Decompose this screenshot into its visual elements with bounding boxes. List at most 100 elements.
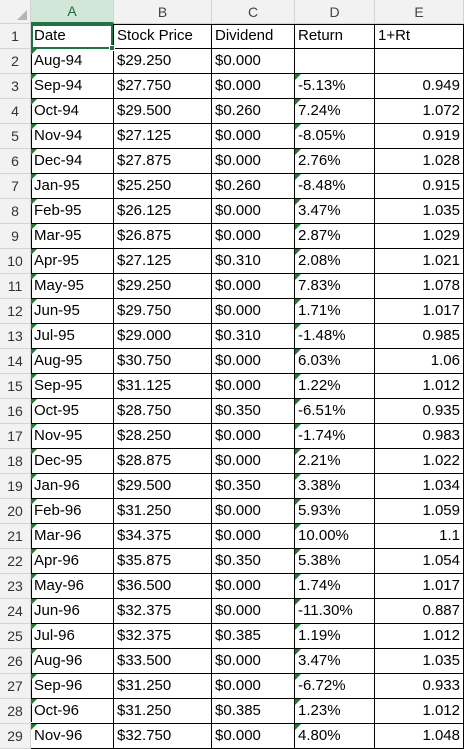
stock-price-cell[interactable]: $27.125	[114, 249, 212, 274]
return-cell[interactable]: 2.76%	[295, 149, 375, 174]
stock-price-cell[interactable]: $26.125	[114, 199, 212, 224]
date-cell[interactable]: Jun-95	[31, 299, 114, 324]
row-header[interactable]: 23	[0, 574, 31, 599]
row-header[interactable]: 18	[0, 449, 31, 474]
header-date-cell[interactable]: Date	[31, 24, 114, 49]
row-header[interactable]: 11	[0, 274, 31, 299]
stock-price-cell[interactable]: $29.250	[114, 274, 212, 299]
row-header[interactable]: 1	[0, 24, 31, 49]
header-return-cell[interactable]: Return	[295, 24, 375, 49]
stock-price-cell[interactable]: $28.250	[114, 424, 212, 449]
row-header[interactable]: 20	[0, 499, 31, 524]
dividend-cell[interactable]: $0.000	[212, 199, 295, 224]
stock-price-cell[interactable]: $33.500	[114, 649, 212, 674]
column-header-e[interactable]: E	[375, 0, 464, 24]
stock-price-cell[interactable]: $28.750	[114, 399, 212, 424]
return-cell[interactable]: 1.74%	[295, 574, 375, 599]
stock-price-cell[interactable]: $29.000	[114, 324, 212, 349]
stock-price-cell[interactable]: $32.750	[114, 724, 212, 749]
date-cell[interactable]: Apr-96	[31, 549, 114, 574]
date-cell[interactable]: Jan-95	[31, 174, 114, 199]
return-cell[interactable]: 10.00%	[295, 524, 375, 549]
one-plus-rt-cell[interactable]	[375, 49, 464, 74]
one-plus-rt-cell[interactable]: 1.059	[375, 499, 464, 524]
row-header[interactable]: 5	[0, 124, 31, 149]
dividend-cell[interactable]: $0.310	[212, 324, 295, 349]
dividend-cell[interactable]: $0.000	[212, 374, 295, 399]
return-cell[interactable]: 1.19%	[295, 624, 375, 649]
date-cell[interactable]: Oct-94	[31, 99, 114, 124]
return-cell[interactable]: 2.87%	[295, 224, 375, 249]
dividend-cell[interactable]: $0.000	[212, 74, 295, 99]
stock-price-cell[interactable]: $25.250	[114, 174, 212, 199]
stock-price-cell[interactable]: $29.500	[114, 99, 212, 124]
dividend-cell[interactable]: $0.000	[212, 674, 295, 699]
select-all-corner[interactable]	[0, 0, 31, 24]
date-cell[interactable]: Mar-96	[31, 524, 114, 549]
date-cell[interactable]: Nov-96	[31, 724, 114, 749]
row-header[interactable]: 29	[0, 724, 31, 749]
date-cell[interactable]: Nov-94	[31, 124, 114, 149]
return-cell[interactable]: 6.03%	[295, 349, 375, 374]
stock-price-cell[interactable]: $27.125	[114, 124, 212, 149]
one-plus-rt-cell[interactable]: 1.035	[375, 649, 464, 674]
one-plus-rt-cell[interactable]: 1.048	[375, 724, 464, 749]
one-plus-rt-cell[interactable]: 1.034	[375, 474, 464, 499]
return-cell[interactable]: 7.24%	[295, 99, 375, 124]
return-cell[interactable]: 3.38%	[295, 474, 375, 499]
date-cell[interactable]: Feb-95	[31, 199, 114, 224]
one-plus-rt-cell[interactable]: 1.017	[375, 574, 464, 599]
stock-price-cell[interactable]: $31.250	[114, 699, 212, 724]
dividend-cell[interactable]: $0.000	[212, 724, 295, 749]
row-header[interactable]: 28	[0, 699, 31, 724]
one-plus-rt-cell[interactable]: 1.022	[375, 449, 464, 474]
date-cell[interactable]: Apr-95	[31, 249, 114, 274]
row-header[interactable]: 6	[0, 149, 31, 174]
dividend-cell[interactable]: $0.000	[212, 349, 295, 374]
row-header[interactable]: 21	[0, 524, 31, 549]
return-cell[interactable]: -6.72%	[295, 674, 375, 699]
date-cell[interactable]: Jun-96	[31, 599, 114, 624]
row-header[interactable]: 25	[0, 624, 31, 649]
return-cell[interactable]: 4.80%	[295, 724, 375, 749]
return-cell[interactable]: -1.74%	[295, 424, 375, 449]
return-cell[interactable]: 5.93%	[295, 499, 375, 524]
date-cell[interactable]: May-95	[31, 274, 114, 299]
stock-price-cell[interactable]: $29.250	[114, 49, 212, 74]
return-cell[interactable]: 3.47%	[295, 199, 375, 224]
one-plus-rt-cell[interactable]: 0.933	[375, 674, 464, 699]
stock-price-cell[interactable]: $29.750	[114, 299, 212, 324]
row-header[interactable]: 15	[0, 374, 31, 399]
row-header[interactable]: 24	[0, 599, 31, 624]
column-header-c[interactable]: C	[212, 0, 295, 24]
header-dividend-cell[interactable]: Dividend	[212, 24, 295, 49]
dividend-cell[interactable]: $0.000	[212, 49, 295, 74]
one-plus-rt-cell[interactable]: 1.078	[375, 274, 464, 299]
dividend-cell[interactable]: $0.310	[212, 249, 295, 274]
one-plus-rt-cell[interactable]: 1.012	[375, 699, 464, 724]
date-cell[interactable]: Feb-96	[31, 499, 114, 524]
one-plus-rt-cell[interactable]: 1.012	[375, 624, 464, 649]
stock-price-cell[interactable]: $32.375	[114, 599, 212, 624]
dividend-cell[interactable]: $0.000	[212, 274, 295, 299]
header-one-plus-rt-cell[interactable]: 1+Rt	[375, 24, 464, 49]
column-header-b[interactable]: B	[114, 0, 212, 24]
row-header[interactable]: 4	[0, 99, 31, 124]
row-header[interactable]: 10	[0, 249, 31, 274]
one-plus-rt-cell[interactable]: 1.072	[375, 99, 464, 124]
return-cell[interactable]: 1.22%	[295, 374, 375, 399]
one-plus-rt-cell[interactable]: 0.919	[375, 124, 464, 149]
return-cell[interactable]: 2.08%	[295, 249, 375, 274]
dividend-cell[interactable]: $0.000	[212, 449, 295, 474]
date-cell[interactable]: Sep-96	[31, 674, 114, 699]
date-cell[interactable]: Jan-96	[31, 474, 114, 499]
stock-price-cell[interactable]: $34.375	[114, 524, 212, 549]
row-header[interactable]: 19	[0, 474, 31, 499]
dividend-cell[interactable]: $0.385	[212, 624, 295, 649]
row-header[interactable]: 13	[0, 324, 31, 349]
stock-price-cell[interactable]: $31.125	[114, 374, 212, 399]
return-cell[interactable]: 7.83%	[295, 274, 375, 299]
fill-handle[interactable]	[109, 45, 115, 51]
stock-price-cell[interactable]: $27.750	[114, 74, 212, 99]
date-cell[interactable]: Jul-95	[31, 324, 114, 349]
